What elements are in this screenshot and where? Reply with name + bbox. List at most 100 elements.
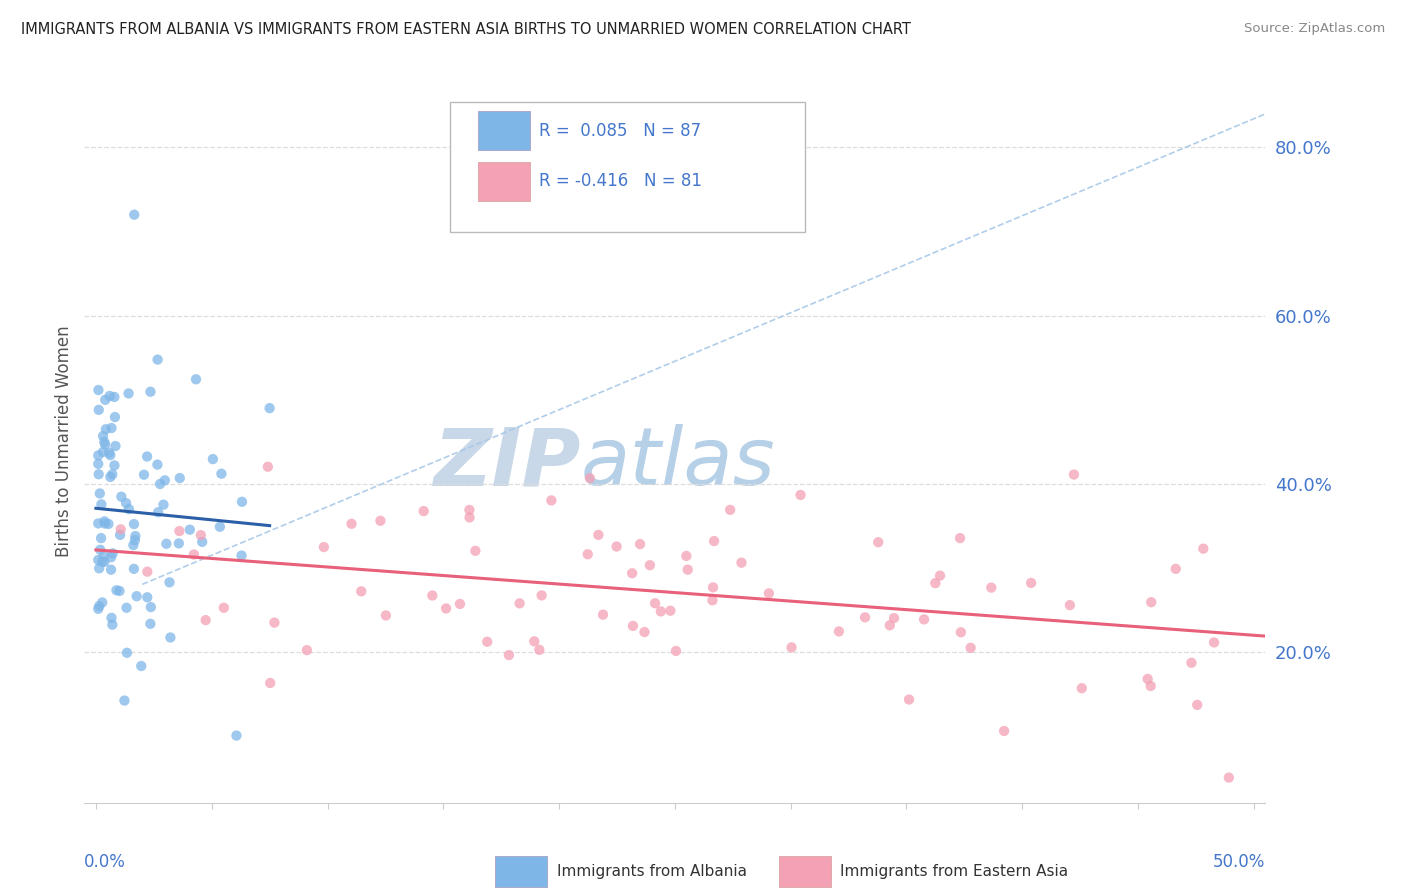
Point: [1070, 681, 1092, 696]
Point: [312, 540, 335, 554]
Point: [924, 576, 946, 591]
FancyBboxPatch shape: [779, 855, 831, 888]
Point: [122, 517, 145, 532]
Point: [101, 546, 124, 560]
Point: [1019, 575, 1042, 590]
Point: [100, 611, 122, 625]
Text: Immigrants from Eastern Asia: Immigrants from Eastern Asia: [841, 864, 1069, 879]
Point: [184, 372, 207, 386]
Point: [101, 617, 124, 632]
Point: [93, 435, 115, 450]
Point: [94, 392, 117, 407]
Point: [139, 600, 162, 615]
Text: IMMIGRANTS FROM ALBANIA VS IMMIGRANTS FROM EASTERN ASIA BIRTHS TO UNMARRIED WOME: IMMIGRANTS FROM ALBANIA VS IMMIGRANTS FR…: [21, 22, 911, 37]
Point: [340, 516, 363, 531]
Point: [98, 446, 121, 460]
Point: [883, 611, 905, 625]
FancyBboxPatch shape: [478, 112, 530, 151]
Point: [853, 610, 876, 624]
Point: [159, 575, 181, 590]
Point: [139, 616, 162, 631]
Point: [91, 429, 114, 443]
Point: [350, 584, 373, 599]
Point: [434, 601, 457, 615]
Point: [100, 563, 122, 577]
Point: [104, 410, 127, 425]
Point: [125, 589, 148, 603]
Y-axis label: Births to Unmarried Women: Births to Unmarried Women: [55, 326, 73, 558]
Text: ZIP: ZIP: [433, 425, 581, 502]
Point: [458, 503, 481, 517]
Point: [101, 467, 124, 482]
Point: [115, 496, 138, 510]
Point: [959, 640, 981, 655]
FancyBboxPatch shape: [450, 102, 804, 232]
Point: [412, 504, 434, 518]
Point: [420, 589, 443, 603]
Text: 0.0%: 0.0%: [84, 854, 127, 871]
Text: atlas: atlas: [581, 425, 775, 502]
Point: [208, 520, 231, 534]
Point: [93, 555, 115, 569]
Point: [758, 586, 780, 600]
Point: [828, 624, 851, 639]
Point: [257, 459, 280, 474]
Point: [90, 497, 112, 511]
Point: [98, 448, 121, 462]
Point: [118, 502, 141, 516]
Point: [592, 607, 614, 622]
Point: [929, 568, 952, 582]
Text: Immigrants from Albania: Immigrants from Albania: [557, 864, 747, 879]
Point: [1139, 679, 1161, 693]
Point: [1059, 598, 1081, 612]
Point: [110, 490, 132, 504]
Point: [949, 531, 972, 545]
Point: [1187, 698, 1209, 712]
Point: [588, 528, 610, 542]
Point: [136, 565, 159, 579]
Point: [98, 470, 121, 484]
FancyBboxPatch shape: [495, 855, 547, 888]
Point: [89, 486, 111, 500]
Point: [122, 538, 145, 552]
Point: [87, 602, 110, 616]
Text: R = -0.416   N = 81: R = -0.416 N = 81: [538, 172, 702, 190]
Point: [94, 437, 117, 451]
Point: [153, 473, 176, 487]
Point: [124, 533, 146, 548]
Point: [87, 402, 110, 417]
Point: [675, 549, 697, 563]
Point: [115, 646, 138, 660]
Point: [89, 542, 111, 557]
Point: [132, 467, 155, 482]
Point: [1063, 467, 1085, 482]
Point: [644, 596, 666, 610]
Point: [868, 535, 890, 549]
Point: [146, 505, 169, 519]
Point: [91, 595, 114, 609]
Point: [103, 390, 125, 404]
Point: [702, 580, 724, 594]
Point: [89, 561, 111, 575]
Point: [212, 600, 235, 615]
Point: [225, 729, 247, 743]
Point: [139, 384, 162, 399]
Point: [87, 467, 110, 482]
Point: [159, 631, 181, 645]
Point: [530, 588, 553, 602]
Point: [122, 562, 145, 576]
Point: [374, 608, 396, 623]
Point: [136, 450, 159, 464]
Point: [628, 537, 651, 551]
Point: [209, 467, 232, 481]
Point: [1202, 635, 1225, 649]
Point: [90, 531, 112, 545]
Point: [136, 591, 159, 605]
Point: [93, 549, 115, 563]
Point: [194, 613, 217, 627]
Point: [169, 524, 191, 538]
Text: 50.0%: 50.0%: [1213, 854, 1265, 871]
Point: [703, 534, 725, 549]
Point: [540, 493, 562, 508]
Point: [190, 528, 212, 542]
